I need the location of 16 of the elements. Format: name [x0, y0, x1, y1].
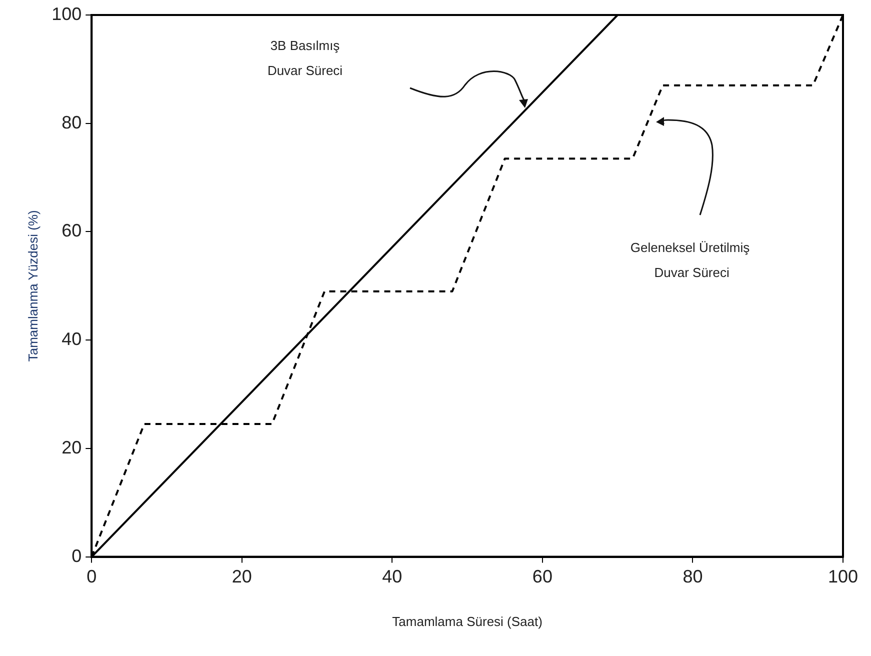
x-tick-label: 60	[532, 566, 552, 587]
y-axis-title: Tamamlanma Yüzdesi (%)	[25, 210, 40, 362]
y-tick-label: 40	[62, 329, 82, 350]
y-tick-label: 100	[52, 4, 82, 24]
x-tick-label: 0	[86, 566, 97, 587]
x-tick-label: 80	[682, 566, 703, 587]
y-tick-label: 80	[62, 112, 82, 132]
annotation: Geleneksel Üretilmiş Duvar Süreci	[630, 240, 750, 280]
x-tick-label: 100	[828, 566, 858, 587]
x-axis-title: Tamamlama Süresi (Saat)	[392, 614, 542, 629]
x-tick-label: 40	[382, 566, 402, 587]
x-tick-label: 20	[232, 566, 252, 587]
y-tick-label: 60	[62, 220, 82, 241]
y-tick-label: 20	[62, 437, 82, 458]
annotation: 3B Basılmış Duvar Süreci	[267, 38, 343, 78]
y-tick-label: 0	[72, 546, 82, 566]
